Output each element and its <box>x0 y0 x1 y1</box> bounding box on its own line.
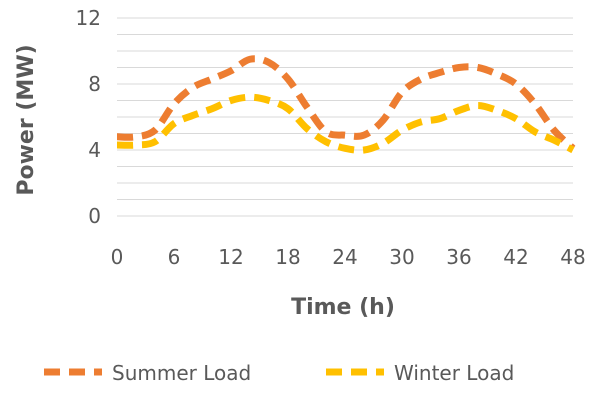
x-tick-label: 42 <box>503 245 528 269</box>
x-axis-ticks: 0 6 12 18 24 30 36 42 48 <box>111 245 586 269</box>
y-tick-label: 4 <box>88 138 101 162</box>
series-line-summer-load <box>116 55 576 151</box>
x-tick-label: 48 <box>560 245 585 269</box>
y-tick-label: 12 <box>76 6 101 30</box>
legend: Summer Load Winter Load <box>44 361 514 385</box>
series-line-winter-load <box>116 93 575 154</box>
x-tick-label: 18 <box>275 245 300 269</box>
x-axis-title: Time (h) <box>291 295 395 320</box>
y-tick-label: 0 <box>88 204 101 228</box>
y-axis-ticks: 0 4 8 12 <box>76 6 101 228</box>
legend-label: Winter Load <box>394 361 514 385</box>
x-tick-label: 0 <box>111 245 124 269</box>
y-tick-label: 8 <box>88 72 101 96</box>
x-tick-label: 36 <box>446 245 471 269</box>
x-tick-label: 6 <box>168 245 181 269</box>
x-tick-label: 24 <box>332 245 357 269</box>
y-axis-title: Power (MW) <box>14 44 39 195</box>
legend-item: Summer Load <box>44 361 251 385</box>
x-tick-label: 12 <box>218 245 243 269</box>
x-tick-label: 30 <box>389 245 414 269</box>
legend-label: Summer Load <box>112 361 251 385</box>
series-lines <box>116 55 576 154</box>
legend-item: Winter Load <box>326 361 514 385</box>
